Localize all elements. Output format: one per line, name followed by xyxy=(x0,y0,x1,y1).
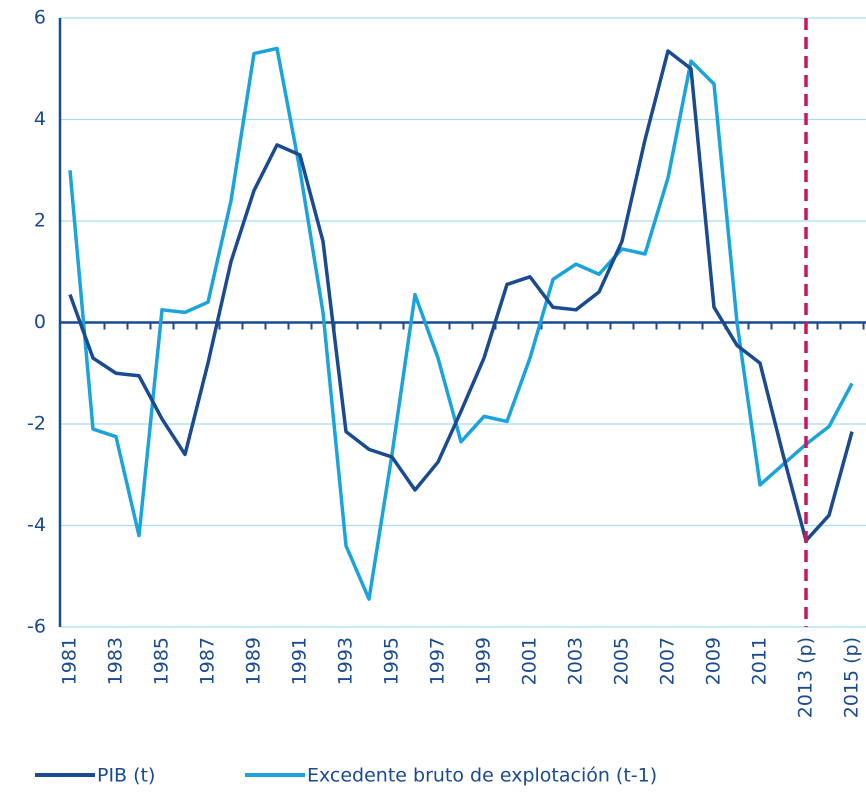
x-tick-label: 2001 xyxy=(519,637,541,685)
x-tick-label: 2015 (p) xyxy=(841,637,863,718)
x-tick-label: 1999 xyxy=(473,637,495,685)
x-tick-label: 2005 xyxy=(611,637,633,685)
x-tick-label: 2011 xyxy=(749,637,771,685)
legend-label: Excedente bruto de explotación (t-1) xyxy=(307,765,657,787)
x-tick-label: 2013 (p) xyxy=(795,637,817,718)
x-tick-label: 1985 xyxy=(151,637,173,685)
y-tick-label: -2 xyxy=(27,413,46,435)
y-tick-label: -6 xyxy=(27,616,46,638)
x-tick-label: 1995 xyxy=(381,637,403,685)
x-tick-label: 2009 xyxy=(703,637,725,685)
legend: PIB (t) Excedente bruto de explotación (t… xyxy=(35,765,657,787)
x-tick-label: 2003 xyxy=(565,637,587,685)
x-tick-label: 1989 xyxy=(243,637,265,685)
line-series xyxy=(68,46,854,601)
y-tick-label: 0 xyxy=(34,311,46,333)
line-series xyxy=(68,49,854,543)
x-tick-label: 1997 xyxy=(427,637,449,685)
x-tick-label: 1987 xyxy=(197,637,219,685)
x-tick-label: 1991 xyxy=(289,637,311,685)
y-tick-label: -4 xyxy=(27,514,46,536)
x-tick-label: 1983 xyxy=(105,637,127,685)
x-tick-label: 1981 xyxy=(59,637,81,685)
x-tick-label: 2007 xyxy=(657,637,679,685)
y-tick-label: 6 xyxy=(34,7,46,29)
y-tick-label: 4 xyxy=(34,108,46,130)
y-tick-label: 2 xyxy=(34,210,46,232)
legend-label: PIB (t) xyxy=(97,765,155,787)
x-tick-label: 1993 xyxy=(335,637,357,685)
